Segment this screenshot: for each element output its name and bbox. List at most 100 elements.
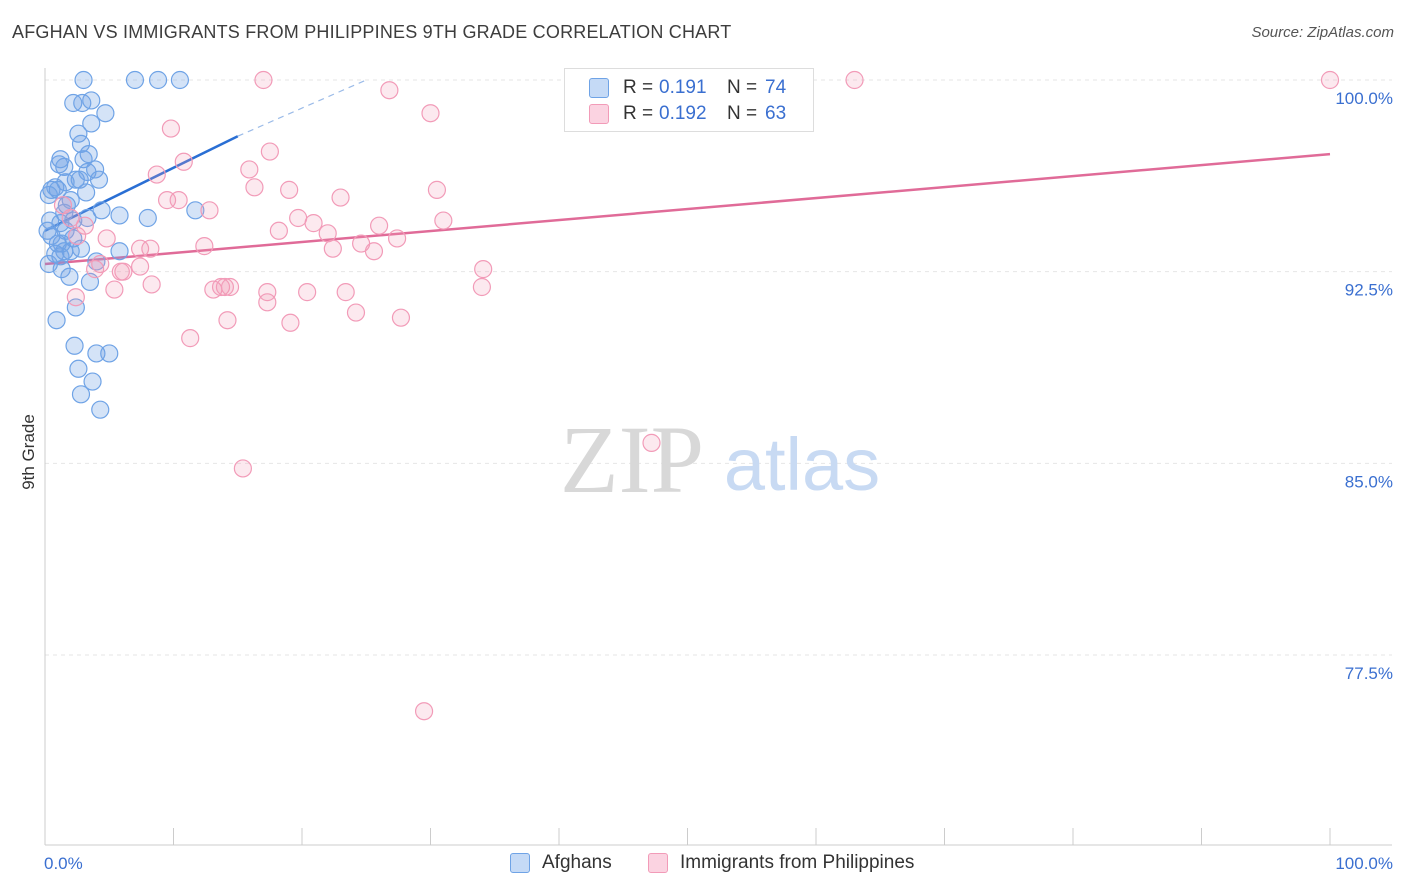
philippines-point: [427, 180, 447, 199]
afghan-point: [83, 372, 102, 391]
philippines-point: [391, 308, 411, 327]
afghan-point: [89, 170, 109, 189]
afghan-point: [110, 242, 129, 261]
philippines-point: [298, 283, 317, 302]
axes: [44, 68, 1392, 846]
philippines-point: [111, 262, 130, 281]
afghan-point: [47, 311, 66, 330]
philippines-point: [414, 702, 434, 721]
legend-row-philippines: R = 0.192 N = 63: [589, 102, 786, 126]
afghan-point: [52, 260, 71, 279]
trend-lines: [44, 79, 1331, 266]
philippines-point: [258, 293, 277, 312]
philippines-point: [269, 221, 288, 240]
afghan-point: [82, 114, 101, 133]
afghan-point: [50, 155, 69, 174]
philippines-trend-line: [44, 152, 1331, 266]
philippines-point: [434, 211, 453, 230]
legend-label: Immigrants from Philippines: [680, 852, 915, 873]
philippines-point: [215, 277, 234, 297]
philippines-point: [642, 433, 661, 452]
philippines-point: [387, 229, 407, 248]
r-label: R =: [623, 77, 654, 98]
afghan-point: [71, 134, 91, 153]
philippines-point: [161, 119, 181, 138]
philippines-point: [75, 216, 94, 235]
philippines-point: [240, 160, 259, 179]
philippines-point: [280, 180, 299, 199]
afghan-point: [170, 70, 190, 90]
r-value: 0.191: [659, 77, 707, 98]
philippines-point: [346, 303, 366, 322]
afghan-point: [148, 70, 168, 90]
correlation-legend: R = 0.191 N = 74 R = 0.192 N = 63: [564, 68, 814, 132]
philippines-point: [233, 459, 252, 478]
legend-item-philippines[interactable]: Immigrants from Philippines: [648, 852, 914, 874]
philippines-point: [169, 191, 188, 210]
afghan-point: [92, 201, 111, 220]
philippines-point: [200, 201, 219, 220]
philippines-point: [142, 275, 161, 294]
n-label: N =: [727, 77, 758, 98]
afghan-point: [46, 244, 65, 263]
afghan-point: [69, 359, 88, 378]
philippines-point: [421, 104, 440, 123]
philippines-point: [147, 165, 166, 184]
afghans-swatch: [589, 78, 609, 98]
n-value: 74: [765, 77, 787, 98]
afghan-point: [96, 104, 115, 123]
philippines-point: [1320, 70, 1340, 90]
y-tick-label: 92.5%: [1345, 281, 1393, 300]
philippines-point: [86, 260, 105, 279]
legend-row-afghans: R = 0.191 N = 74: [589, 76, 786, 100]
philippines-point: [336, 283, 355, 302]
philippines-point: [141, 239, 160, 258]
afghan-point: [125, 70, 145, 90]
philippines-point: [323, 239, 342, 258]
philippines-point: [845, 70, 864, 90]
afghan-point: [138, 208, 157, 228]
philippines-point: [61, 208, 80, 228]
afghan-point: [60, 267, 79, 286]
afghan-point: [65, 336, 84, 355]
n-label: N =: [727, 103, 758, 124]
philippines-point: [304, 214, 323, 233]
afghan-point: [100, 344, 119, 363]
philippines-point: [474, 260, 493, 279]
philippines-point: [66, 288, 85, 307]
afghan-point: [110, 206, 129, 225]
afghan-point: [82, 91, 101, 110]
legend-label: Afghans: [542, 852, 612, 873]
series-legend: Afghans Immigrants from Philippines: [0, 852, 1406, 878]
afghan-point: [61, 242, 80, 261]
afghan-point: [66, 298, 85, 317]
philippines-point: [130, 257, 150, 276]
philippines-point: [105, 280, 124, 299]
philippines-point: [281, 313, 300, 332]
philippines-point: [364, 242, 384, 261]
philippines-point: [218, 311, 237, 330]
y-tick-label: 77.5%: [1345, 664, 1393, 683]
philippines-point: [254, 70, 273, 90]
data-points: [38, 70, 1340, 721]
philippines-point: [380, 81, 399, 100]
n-value: 63: [765, 103, 787, 124]
philippines-point: [260, 142, 279, 161]
x-tick-label: 0.0%: [44, 854, 83, 873]
afghan-point: [64, 211, 83, 230]
afghan-point: [77, 183, 96, 202]
chart-title: AFGHAN VS IMMIGRANTS FROM PHILIPPINES 9T…: [12, 22, 732, 42]
afghan-point: [71, 385, 91, 404]
legend-item-afghans[interactable]: Afghans: [510, 852, 612, 874]
philippines-point: [174, 152, 193, 171]
afghan-point: [186, 201, 205, 220]
philippines-point: [318, 224, 337, 243]
philippines-point: [130, 239, 150, 258]
philippines-point: [91, 254, 110, 274]
watermark: ZIP atlas: [560, 406, 880, 513]
afghans-swatch: [510, 853, 530, 873]
philippines-point: [195, 237, 214, 256]
afghan-point: [39, 185, 58, 205]
afghan-trend-line: [44, 135, 239, 232]
philippines-point: [472, 277, 491, 297]
